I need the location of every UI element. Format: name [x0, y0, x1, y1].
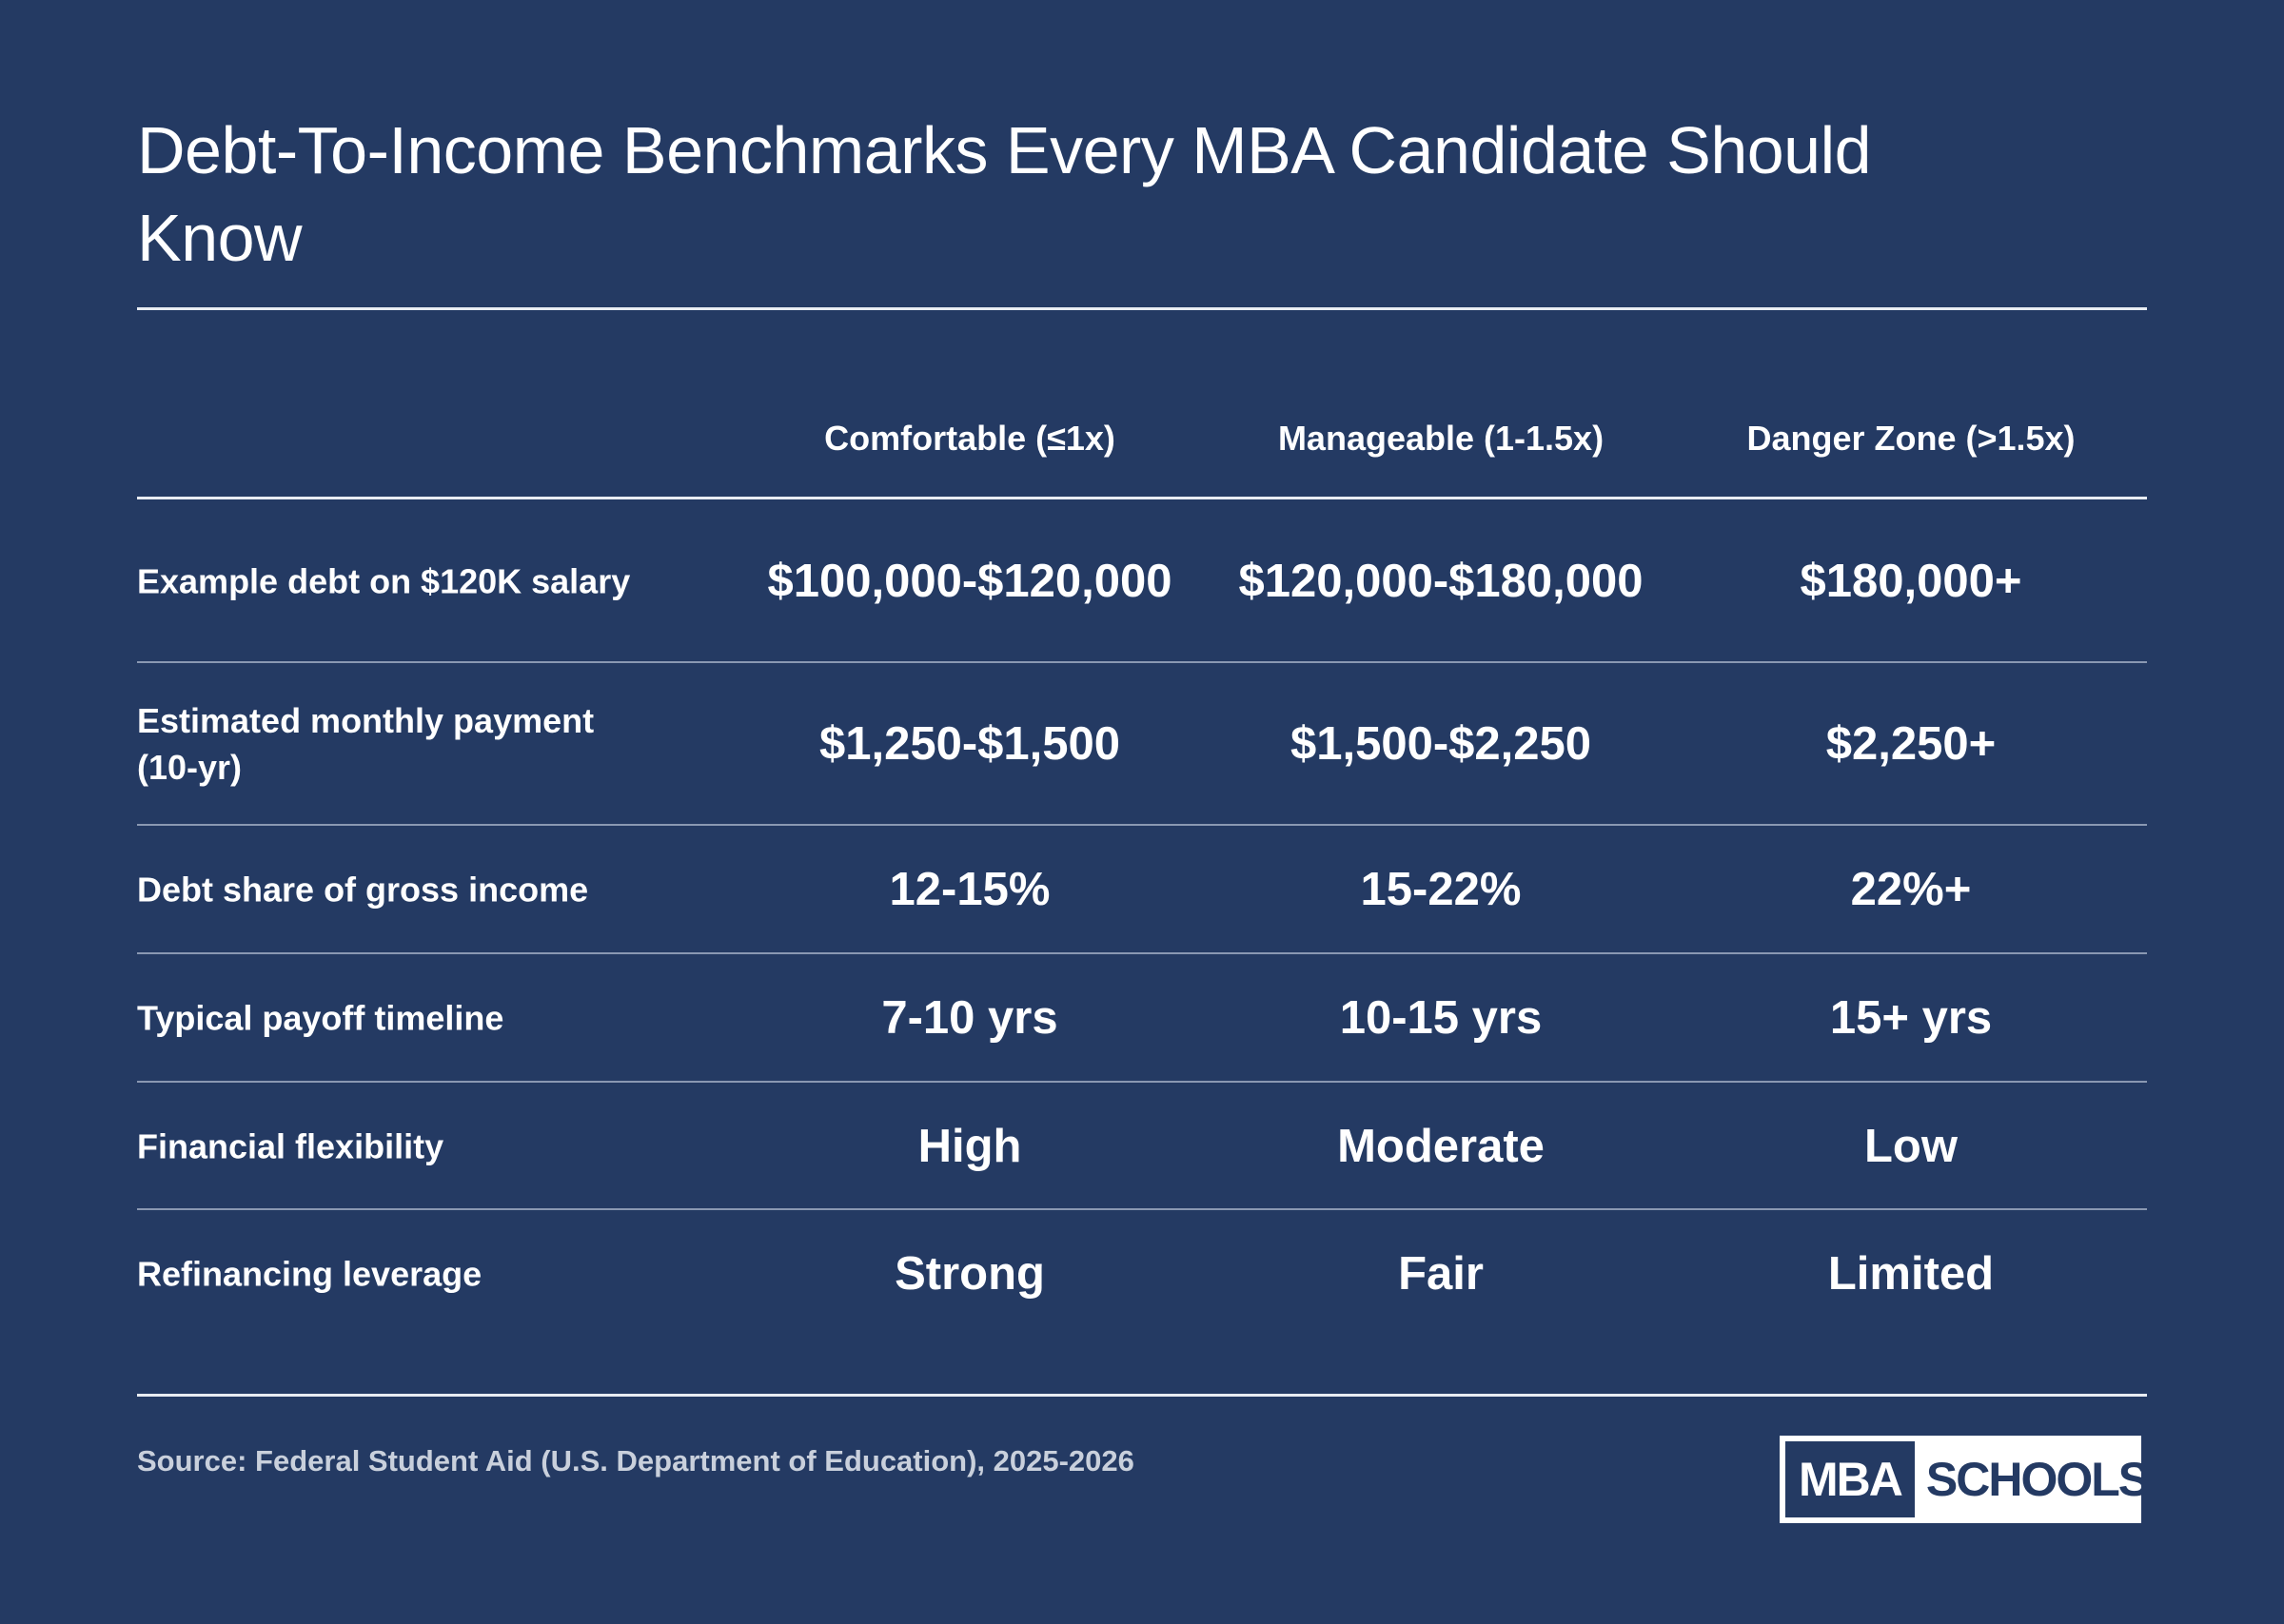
- cell-value: 7-10 yrs: [881, 992, 1058, 1044]
- cell-value: Moderate: [1337, 1121, 1545, 1172]
- logo-right: SCHOOLS: [1925, 1453, 2150, 1506]
- logo-left: MBA: [1785, 1441, 1915, 1517]
- cell-value: Low: [1864, 1121, 1958, 1172]
- row-label: Debt share of gross income: [137, 870, 589, 910]
- header-rule: [137, 497, 2147, 499]
- cell-value: $180,000+: [1800, 556, 2022, 607]
- row-label: Financial flexibility: [137, 1126, 444, 1166]
- column-header: Comfortable (≤1x): [824, 419, 1115, 458]
- source: Source: Federal Student Aid (U.S. Depart…: [137, 1444, 1134, 1477]
- cell-value: Fair: [1398, 1248, 1484, 1300]
- row-label: Refinancing leverage: [137, 1254, 482, 1294]
- row-rule: [137, 1208, 2147, 1210]
- cell-value: 15-22%: [1360, 864, 1522, 915]
- cell-value: $120,000-$180,000: [1238, 556, 1644, 607]
- cell-value: Strong: [895, 1248, 1045, 1300]
- cell-value: High: [917, 1121, 1022, 1172]
- footer-rule: [137, 1394, 2147, 1397]
- row-rule: [137, 824, 2147, 826]
- cell-value: Limited: [1827, 1248, 1995, 1300]
- row-rule: [137, 952, 2147, 954]
- cell-value: 12-15%: [889, 864, 1051, 915]
- cell-value: $2,250+: [1825, 718, 1997, 770]
- cell-value: 15+ yrs: [1829, 992, 1993, 1044]
- row-rule: [137, 1081, 2147, 1083]
- row-label: Estimated monthly payment (10-yr): [137, 701, 595, 787]
- cell-value: $100,000-$120,000: [767, 556, 1172, 607]
- logo: MBA SCHOOLS: [1780, 1436, 2150, 1523]
- title: Debt-To-Income Benchmarks Every MBA Cand…: [137, 113, 1872, 275]
- cell-value: 22%+: [1850, 864, 1972, 915]
- title-rule: [137, 307, 2147, 310]
- cell-value: $1,250-$1,500: [818, 718, 1121, 770]
- column-header: Danger Zone (>1.5x): [1746, 419, 2076, 458]
- row-rule: [137, 661, 2147, 663]
- cell-value: 10-15 yrs: [1339, 992, 1543, 1044]
- row-label: Typical payoff timeline: [137, 998, 504, 1038]
- cell-value: $1,500-$2,250: [1290, 718, 1592, 770]
- column-header: Manageable (1-1.5x): [1277, 419, 1605, 458]
- row-label: Example debt on $120K salary: [137, 561, 631, 601]
